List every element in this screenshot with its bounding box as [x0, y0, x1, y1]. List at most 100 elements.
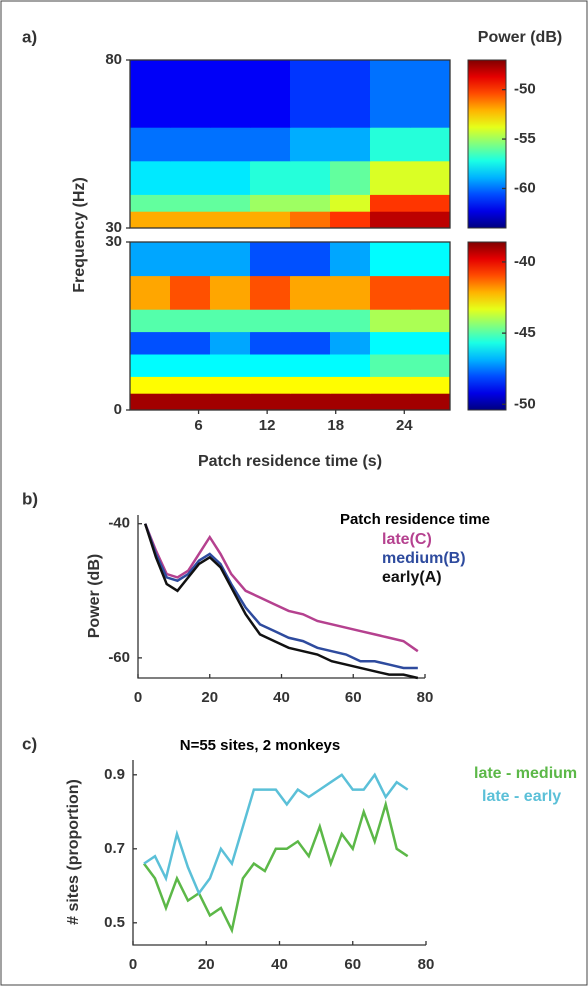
heat-cell — [210, 211, 251, 229]
x-tick-label: 80 — [417, 689, 434, 706]
heat-cell — [410, 354, 451, 377]
heat-cell — [330, 194, 371, 212]
heat-cell — [290, 60, 331, 128]
panel-label: a) — [22, 27, 37, 46]
y-tick-label: -40 — [108, 515, 130, 532]
heat-cell — [370, 160, 411, 195]
heat-cell — [290, 211, 331, 229]
heat-cell — [170, 376, 211, 394]
heat-cell — [210, 60, 251, 128]
y-tick-label: 0.9 — [104, 766, 125, 783]
colorbar-label: Power (dB) — [478, 29, 562, 46]
y-tick-label: 80 — [105, 51, 122, 68]
y-tick-label: 0 — [114, 401, 122, 418]
heat-cell — [130, 309, 171, 333]
heat-cell — [250, 211, 291, 229]
heat-cell — [370, 354, 411, 377]
heat-cell — [250, 376, 291, 394]
plot-frame — [129, 241, 451, 411]
colorbar-tick-label: -55 — [514, 130, 536, 147]
heat-cell — [210, 354, 251, 377]
heat-cell — [210, 393, 251, 411]
heat-cell — [130, 242, 171, 277]
heat-cell — [250, 194, 291, 212]
heat-cell — [170, 211, 211, 229]
heat-cell — [210, 127, 251, 162]
panel-label: b) — [22, 489, 38, 508]
y-tick-label: 0.5 — [104, 914, 125, 931]
heat-cell — [290, 309, 331, 333]
heat-cell — [250, 275, 291, 310]
heat-cell — [290, 275, 331, 310]
heat-cell — [250, 160, 291, 195]
heat-cell — [290, 194, 331, 212]
legend-entry: late - early — [482, 788, 561, 805]
legend-entry: early(A) — [382, 569, 442, 586]
heat-cell — [370, 211, 411, 229]
colorbar-tick-label: -60 — [514, 179, 536, 196]
chart-title: N=55 sites, 2 monkeys — [180, 737, 341, 754]
y-axis-label: # sites (proportion) — [65, 779, 82, 925]
heat-cell — [170, 331, 211, 355]
heat-cell — [410, 194, 451, 212]
colorbar-tick-label: -40 — [514, 253, 536, 270]
heat-cell — [370, 60, 411, 128]
heat-cell — [130, 393, 171, 411]
heat-cell — [130, 60, 171, 128]
heat-cell — [170, 393, 211, 411]
colorbar — [467, 241, 507, 411]
heat-cell — [130, 160, 171, 195]
series-line — [143, 772, 409, 896]
x-tick-label: 60 — [344, 956, 361, 973]
heat-cell — [410, 160, 451, 195]
heat-cell — [370, 376, 411, 394]
heat-cell — [410, 275, 451, 310]
heat-cell — [330, 242, 371, 277]
heat-cell — [370, 393, 411, 411]
heat-cell — [370, 194, 411, 212]
heat-cell — [170, 127, 211, 162]
x-tick-label: 0 — [129, 956, 137, 973]
heat-cell — [210, 331, 251, 355]
x-tick-label: 40 — [271, 956, 288, 973]
heat-cell — [330, 127, 371, 162]
colorbar-tick-label: -50 — [514, 395, 536, 412]
heat-cell — [370, 275, 411, 310]
x-tick-label: 12 — [259, 417, 276, 434]
heat-cell — [330, 393, 371, 411]
x-tick-label: 24 — [396, 417, 413, 434]
heat-cell — [410, 331, 451, 355]
heat-cell — [410, 60, 451, 128]
series-line — [143, 523, 418, 670]
panel-label: c) — [22, 734, 37, 753]
heat-cell — [290, 376, 331, 394]
plot-frame — [129, 59, 451, 229]
heat-cell — [290, 393, 331, 411]
heat-cell — [290, 354, 331, 377]
legend-entry: late(C) — [382, 531, 432, 548]
legend-entry: late - medium — [474, 765, 577, 782]
heat-cell — [210, 309, 251, 333]
heat-cell — [370, 242, 411, 277]
heat-cell — [330, 331, 371, 355]
heat-cell — [290, 242, 331, 277]
heat-cell — [330, 309, 371, 333]
heat-cell — [370, 331, 411, 355]
x-tick-label: 20 — [198, 956, 215, 973]
x-axis-label: Patch residence time (s) — [198, 453, 382, 470]
heat-cell — [290, 127, 331, 162]
heat-cell — [210, 194, 251, 212]
colorbar — [467, 59, 507, 229]
heat-cell — [410, 211, 451, 229]
heat-cell — [370, 127, 411, 162]
heat-cell — [210, 242, 251, 277]
y-axis-label: Power (dB) — [86, 554, 103, 638]
heat-cell — [130, 376, 171, 394]
heat-cell — [330, 376, 371, 394]
heat-cell — [170, 275, 211, 310]
x-tick-label: 40 — [273, 689, 290, 706]
heat-cell — [250, 60, 291, 128]
y-axis-label: Frequency (Hz) — [71, 177, 88, 293]
